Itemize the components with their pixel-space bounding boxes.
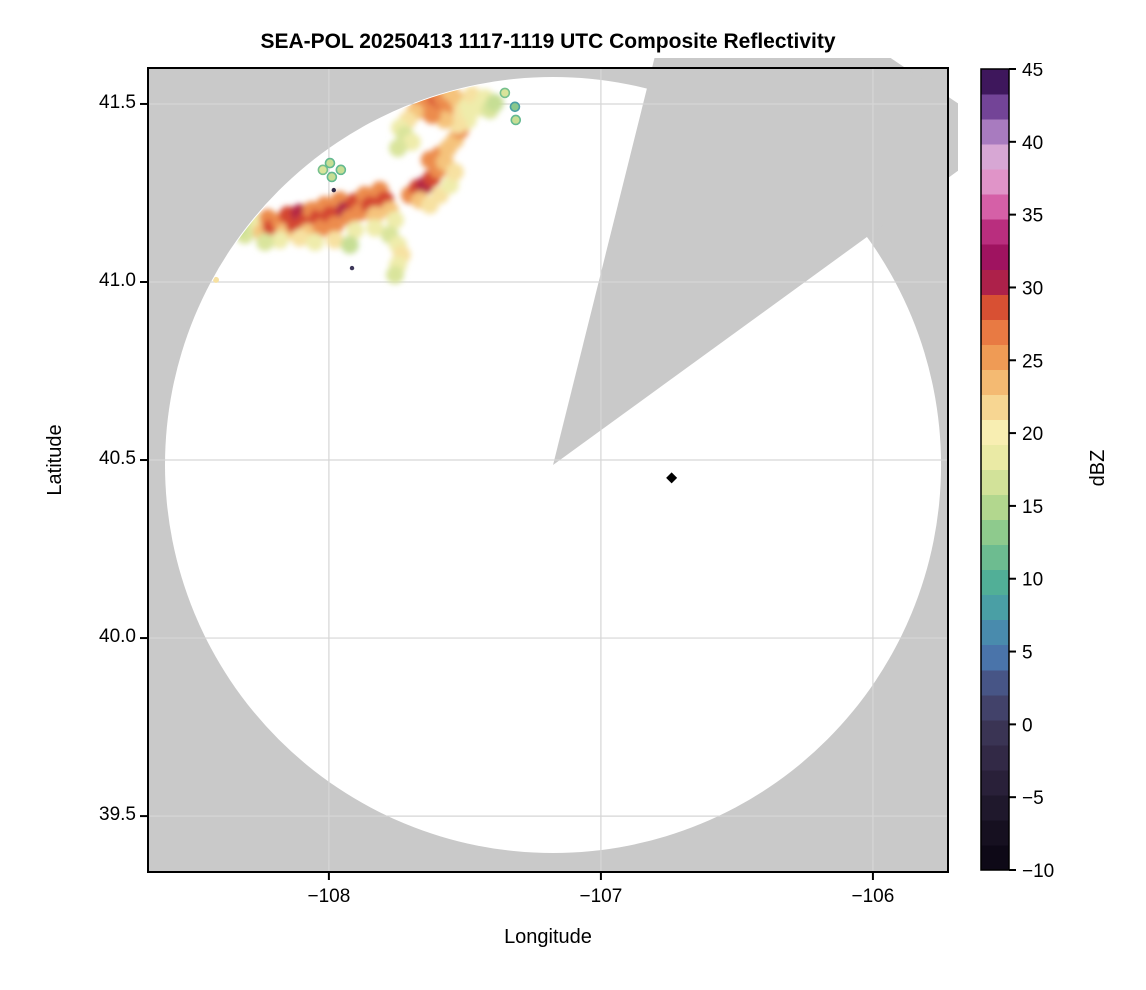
colorbar: 45 40 35 30 25 20 15 10 5 0 −5 −10: [980, 63, 1054, 882]
x-axis-tick-label: −107: [579, 886, 623, 907]
y-axis-tick-label: 41.5: [99, 91, 136, 113]
radar-site-marker: [666, 472, 678, 484]
colorbar-tick-label: 20: [1022, 424, 1043, 445]
colorbar-tick-label: 35: [1022, 206, 1043, 227]
x-axis-tick-label: −108: [307, 886, 351, 907]
gridlines: [148, 68, 948, 872]
radar-echo-specks: [213, 87, 522, 283]
colorbar-tick-label: 0: [1022, 715, 1033, 736]
colorbar-tick-label: 45: [1022, 63, 1043, 81]
y-axis-tick-label: 40.0: [99, 626, 136, 648]
plot-title: SEA-POL 20250413 1117-1119 UTC Composite…: [260, 30, 836, 53]
missing-sector-wedge: [553, 58, 958, 466]
colorbar-tick-label: 5: [1022, 643, 1033, 664]
colorbar-outline: [980, 68, 1010, 871]
x-axis-tick-label: −106: [851, 886, 895, 907]
colorbar-tick-label: −5: [1022, 788, 1044, 809]
y-axis-tick-label: 39.5: [99, 804, 136, 826]
colorbar-tick-label: 30: [1022, 278, 1043, 299]
colorbar-tick-label: 25: [1022, 351, 1043, 372]
colorbar-ticks: [1009, 68, 1016, 871]
axis-ticks: [140, 102, 874, 880]
colorbar-tick-label: 40: [1022, 133, 1043, 154]
y-axis-tick-label: 40.5: [99, 448, 136, 470]
plot-border: [147, 67, 949, 873]
x-axis-label: Longitude: [504, 926, 592, 948]
colorbar-tick-label: −10: [1022, 861, 1054, 882]
colorbar-tick-label: 15: [1022, 497, 1043, 518]
y-axis-tick-label: 41.0: [99, 269, 136, 291]
colorbar-tick-label: 10: [1022, 570, 1043, 591]
radar-field-svg: [140, 58, 958, 880]
